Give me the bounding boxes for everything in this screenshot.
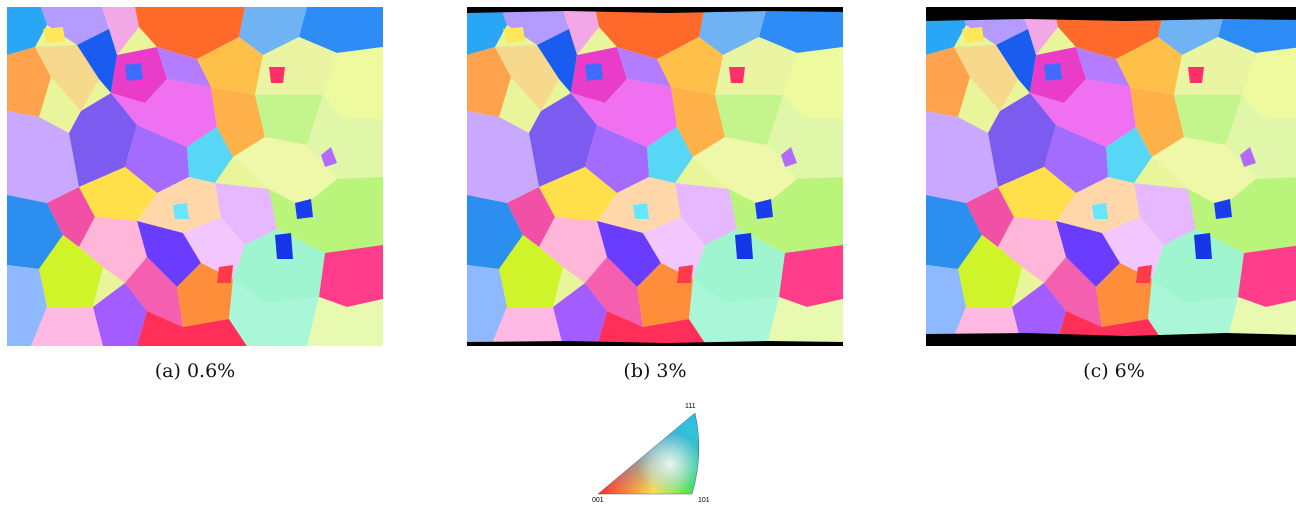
caption-c: (c) 6% [1083,360,1145,382]
grain-map-b [467,7,843,346]
ebsd-map-c [926,7,1296,346]
mask-bottom [926,333,1296,346]
grain-map-c [926,7,1296,346]
grain-layer [926,7,1296,346]
grain-layer [7,7,383,346]
ipf-label-111: 111 [685,403,696,410]
ipf-label-101: 101 [698,497,710,504]
ipf-color-key: 111 001 101 [592,402,716,508]
ebsd-map-b [467,7,843,346]
mask-top [467,7,843,13]
grain-layer [467,7,843,346]
mask-bottom [467,341,843,346]
caption-b: (b) 3% [623,360,687,382]
ipf-label-001: 001 [592,497,604,504]
ipf-triangle [597,412,700,495]
mask-top [926,7,1296,21]
ebsd-map-a [7,7,383,346]
caption-a: (a) 0.6% [154,360,236,382]
grain-map-a [7,7,383,346]
